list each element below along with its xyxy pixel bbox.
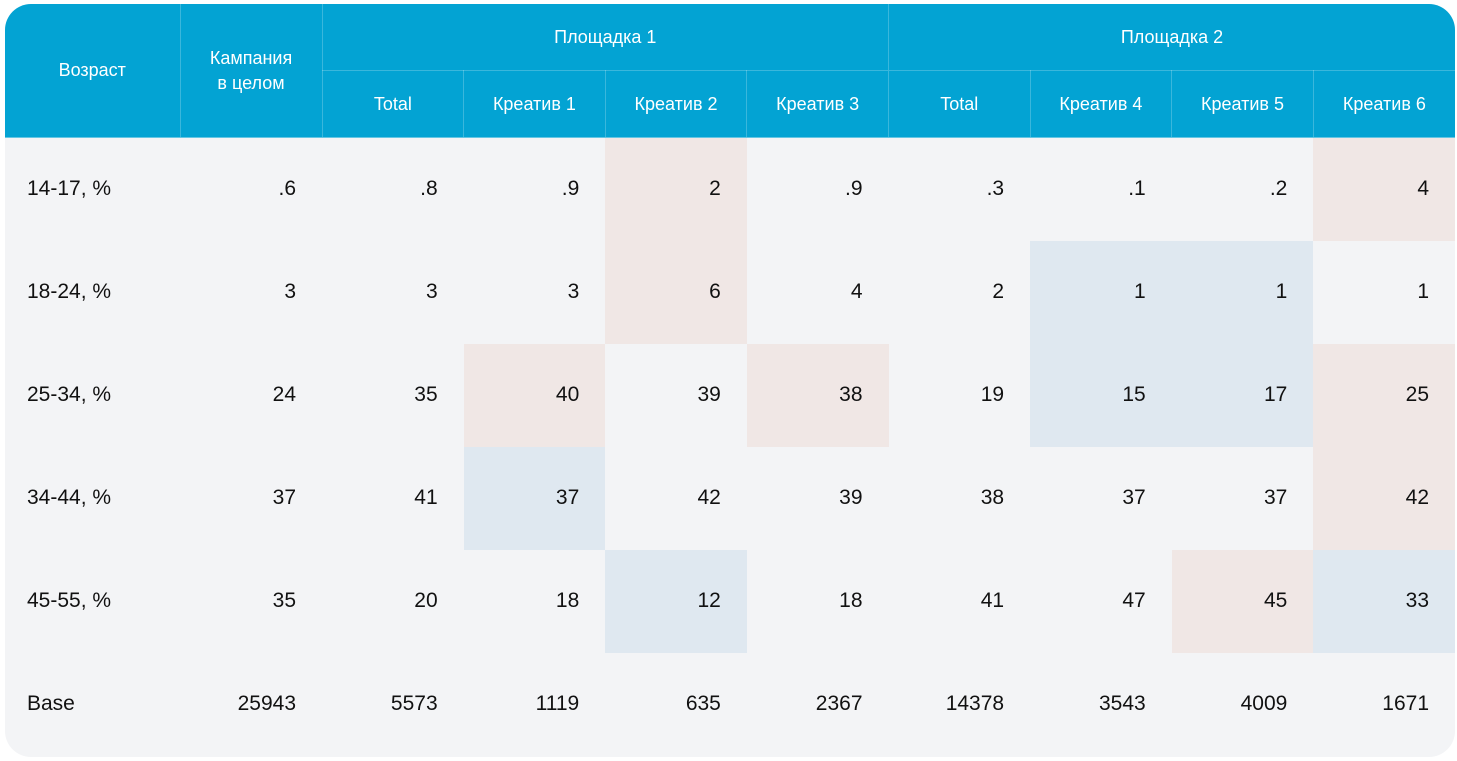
table-cell: 1 [1171,240,1314,344]
row-label: 18-24, % [27,280,112,303]
table-row: 34-44, % 37 41 37 42 39 38 37 37 42 [5,446,1455,550]
subcolumn-header: Креатив 4 [1029,70,1172,138]
table-cell: 18 [839,589,863,612]
table-cell: 17 [1171,343,1314,447]
table-cell: 5573 [390,692,438,715]
table-cell: 40 [463,343,606,447]
row-label: Base [27,692,75,715]
subcolumn-header: Креатив 2 [604,70,747,138]
table-cell: .9 [844,177,863,201]
table-cell: 33 [1313,549,1455,653]
subcolumn-header: Total [321,70,464,138]
subcolumn-header: Креатив 5 [1171,70,1314,138]
table-cell: 37 [463,446,606,550]
table-cell: .3 [986,177,1005,201]
subcolumn-header: Total [888,70,1031,138]
table-cell: 4 [850,280,863,303]
table-row: 25-34, % 24 35 40 39 38 19 15 17 25 [5,343,1455,447]
table-cell: 42 [1313,446,1455,550]
table-cell: .1 [1128,177,1146,201]
table-cell: 1671 [1382,692,1429,715]
table-row: Base 25943 5573 1119 635 2367 14378 3543 4009 167… [5,653,1455,756]
table-cell: 39 [697,383,721,406]
table-cell: 2367 [815,692,863,715]
campaign-total-column-header: Кампания в целом [179,4,323,138]
subcolumn-header: Креатив 3 [746,70,889,138]
campaign-header-line2: в целом [217,72,285,93]
table-header: Возраст Кампания в целом Площадка 1 Площ… [5,4,1455,138]
table-cell: 41 [980,589,1005,612]
table-cell: 19 [980,383,1005,406]
table-row: 18-24, % 3 3 3 6 4 2 1 1 1 [5,240,1455,344]
row-label: 25-34, % [27,383,112,406]
table-cell: 14378 [945,692,1005,715]
table-cell: 38 [746,343,889,447]
subcolumn-header: Креатив 6 [1312,70,1455,138]
table-cell: 1 [1417,280,1429,303]
table-cell: 37 [272,486,297,509]
subcolumn-header: Креатив 1 [463,70,606,138]
age-column-header: Возраст [5,4,181,138]
table-cell: 25 [1313,343,1455,447]
campaign-header-line1: Кампания [209,47,293,68]
table-cell: 1119 [535,692,580,715]
table-cell: .2 [1269,177,1288,201]
age-distribution-table-card: Возраст Кампания в целом Площадка 1 Площ… [5,4,1455,757]
table-cell: 47 [1122,589,1146,612]
table-cell: 41 [414,486,438,509]
age-distribution-table: Возраст Кампания в целом Площадка 1 Площ… [5,4,1455,756]
table-cell: 2 [992,280,1005,303]
table-cell: 6 [605,240,747,344]
table-cell: .9 [561,177,580,201]
row-label: 34-44, % [27,486,112,509]
table-cell: 3 [425,280,438,303]
table-cell: .8 [420,177,438,201]
table-cell: 38 [980,486,1005,509]
table-row: 45-55, % 35 20 18 12 18 41 47 45 33 [5,549,1455,653]
table-cell: 3543 [1099,692,1146,715]
table-cell: 25943 [237,692,297,715]
table-cell: 35 [272,589,297,612]
table-cell: 4009 [1240,692,1288,715]
table-row: 14-17, % .6 .8 .9 2 .9 .3 .1 .2 4 [5,137,1455,241]
table-cell: 2 [605,137,747,241]
row-label: 45-55, % [27,589,112,612]
table-cell: 45 [1171,549,1314,653]
table-cell: 42 [697,486,721,509]
platform2-group-header: Площадка 2 [888,4,1455,71]
table-cell: 3 [284,280,297,303]
row-label: 14-17, % [27,177,112,201]
table-cell: 24 [272,383,297,406]
table-cell: 635 [685,692,721,715]
table-cell: 3 [567,280,580,303]
table-cell: 15 [1030,343,1172,447]
platform1-group-header: Площадка 1 [321,4,889,71]
table-cell: 37 [1122,486,1146,509]
table-cell: 35 [414,383,438,406]
table-cell: 1 [1030,240,1172,344]
table-body: 14-17, % .6.8.9 2.9.3.1.2 4 18-24, % 3 3 3 6 4 2 1 1… [5,137,1455,756]
table-cell: 37 [1263,486,1288,509]
table-cell: .6 [278,177,297,201]
table-cell: 39 [839,486,863,509]
table-cell: 20 [414,589,438,612]
table-cell: 12 [605,549,747,653]
table-cell: 18 [555,589,580,612]
table-cell: 4 [1313,137,1455,241]
